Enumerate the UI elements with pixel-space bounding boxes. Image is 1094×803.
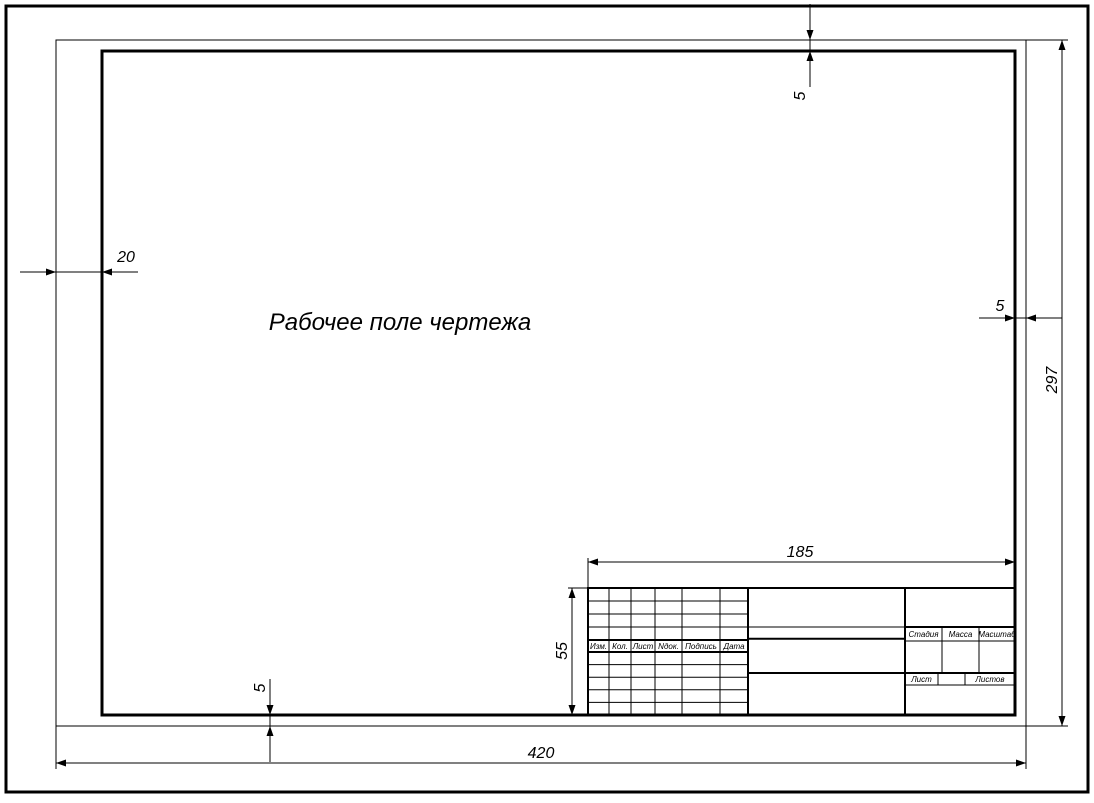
dim-total-height-value: 297 [1044, 366, 1061, 395]
working-field-label: Рабочее поле чертежа [269, 309, 532, 336]
tb-Масштаб: Масштаб [978, 630, 1016, 639]
dim-right-margin-value: 5 [996, 298, 1005, 315]
tb-Листов: Листов [974, 675, 1004, 684]
inner-frame [102, 51, 1015, 715]
tb-Лист: Лист [910, 675, 932, 684]
dim-title-height-value: 55 [554, 642, 571, 660]
rev-col-5: Дата [722, 642, 745, 651]
sheet-boundary [56, 40, 1026, 726]
dim-top-margin [804, 4, 825, 87]
dim-bottom-margin-value: 5 [252, 683, 269, 692]
rev-col-1: Кол. [612, 642, 628, 651]
rev-col-3: Nдок. [658, 642, 679, 651]
dim-right-margin [979, 303, 1062, 324]
tb-Стадия: Стадия [909, 630, 940, 639]
dim-title-width-value: 185 [787, 544, 814, 561]
rev-col-4: Подпись [685, 642, 717, 651]
rev-col-2: Лист [632, 642, 654, 651]
dim-left-margin-value: 20 [116, 249, 135, 266]
rev-col-0: Изм. [590, 642, 607, 651]
dim-total-width-value: 420 [528, 745, 555, 762]
tb-Масса: Масса [949, 630, 973, 639]
drawing-frame-diagram: Рабочее поле чертежа4202972055518555Изм.… [0, 0, 1094, 798]
title-block [588, 588, 1015, 715]
dim-top-margin-value: 5 [792, 91, 809, 100]
